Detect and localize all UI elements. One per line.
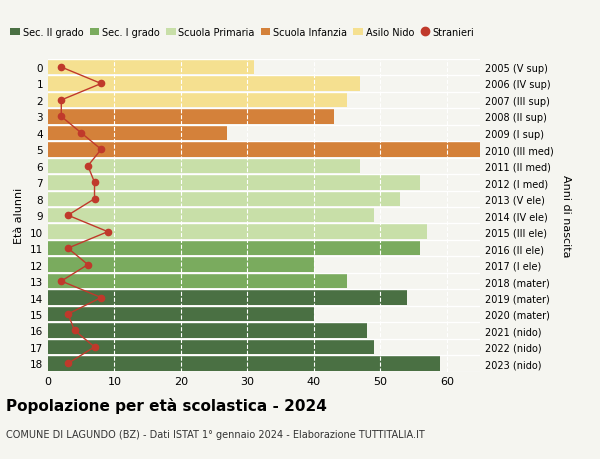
Bar: [48, 274, 347, 289]
Bar: [48, 258, 314, 272]
Bar: [48, 77, 361, 91]
Bar: [48, 143, 480, 157]
Bar: [48, 159, 361, 174]
Bar: [48, 192, 400, 207]
Text: COMUNE DI LAGUNDO (BZ) - Dati ISTAT 1° gennaio 2024 - Elaborazione TUTTITALIA.IT: COMUNE DI LAGUNDO (BZ) - Dati ISTAT 1° g…: [6, 429, 425, 439]
Bar: [48, 324, 367, 338]
Bar: [48, 356, 440, 371]
Y-axis label: Età alunni: Età alunni: [14, 188, 25, 244]
Bar: [48, 94, 347, 108]
Bar: [48, 340, 374, 354]
Bar: [48, 225, 427, 240]
Bar: [48, 291, 407, 305]
Bar: [48, 61, 254, 75]
Bar: [48, 126, 227, 141]
Y-axis label: Anni di nascita: Anni di nascita: [560, 174, 571, 257]
Text: Popolazione per età scolastica - 2024: Popolazione per età scolastica - 2024: [6, 397, 327, 413]
Bar: [48, 307, 314, 321]
Bar: [48, 110, 334, 124]
Bar: [48, 241, 420, 256]
Bar: [48, 208, 374, 223]
Legend: Sec. II grado, Sec. I grado, Scuola Primaria, Scuola Infanzia, Asilo Nido, Stran: Sec. II grado, Sec. I grado, Scuola Prim…: [7, 24, 478, 42]
Bar: [48, 176, 420, 190]
